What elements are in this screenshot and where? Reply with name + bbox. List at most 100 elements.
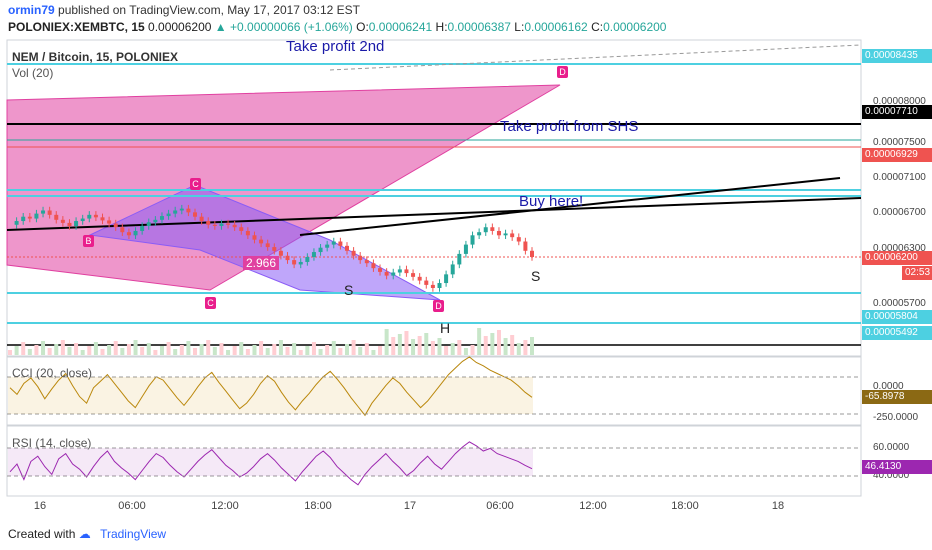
candle-body [503,233,508,236]
volume-bar [159,346,164,355]
candle-body [338,241,343,246]
rsi-tick: 60.0000 [873,442,910,453]
high-value: 0.00006387 [447,20,511,34]
rsi-tick: 40.0000 [873,470,910,481]
volume-bar [510,335,515,355]
last-price: 0.00006200 [148,20,212,34]
volume-bar [120,348,125,355]
candle-body [278,250,283,256]
publish-line: ormin79 published on TradingView.com, Ma… [8,3,360,17]
volume-bar [483,336,488,355]
volume-bar [60,340,65,355]
cci-value-label: -65.8978 [862,390,932,404]
candle-body [41,210,46,214]
footer: Created with ☁ TradingView [8,527,166,541]
volume-bar [530,337,534,355]
volume-bar [444,346,449,355]
volume-bar [364,343,369,355]
x-tick: 06:00 [486,500,514,512]
x-tick: 18:00 [671,500,699,512]
volume-bar [331,341,336,355]
y-tick: 0.00007500 [873,137,926,148]
volume-bar [93,342,98,355]
rsi-panel [6,425,862,497]
volume-bar [226,350,231,355]
candle-body [397,269,402,273]
volume-bar [378,346,383,355]
candle-body [27,216,32,219]
candle-body [516,237,521,242]
candle-body [490,227,495,231]
candle-body [463,244,468,254]
rsi-value-label: 46.4130 [862,460,932,474]
cci-line [9,356,533,417]
price-label: 0.00006929 [862,148,932,162]
candle-body [305,257,310,262]
candle-body [404,269,409,274]
y-tick: 0.00006300 [873,243,926,254]
volume-bar [206,340,211,355]
candle-body [265,243,270,248]
close-label: C: [591,20,604,34]
volume-bar [371,350,376,355]
candle-body [444,274,449,284]
volume-bar [496,330,501,355]
volume-bar [199,344,204,355]
volume-label: Vol (20) [12,66,54,80]
volume-bar [404,331,409,355]
publish-info: published on TradingView.com, May 17, 20… [58,3,360,17]
trend-line-dashed [329,44,862,71]
pattern-point-c1: C [190,178,201,190]
volume-bar [516,343,521,355]
candle-body [239,227,244,231]
volume-bar [113,341,118,355]
candle-body [21,216,26,222]
candle-body [232,224,237,228]
candle-body [325,244,330,248]
candle-body [530,250,534,257]
candle-body [371,263,376,269]
candle-body [166,213,171,217]
price-change: +0.00000066 (+1.06%) [230,20,353,34]
volume-bar [397,334,402,355]
volume-bar [523,340,528,355]
candle-body [54,214,59,220]
candle-body [430,284,435,288]
author-link[interactable]: ormin79 [8,3,55,17]
volume-bar [100,349,105,355]
volume-bar [34,345,39,355]
rsi-title: RSI (14, close) [12,436,92,450]
volume-bar [166,342,171,355]
annotation-buy-here: Buy here! [519,193,584,210]
volume-bar [391,337,396,355]
candle-body [378,268,383,272]
x-tick: 12:00 [211,500,239,512]
countdown-label: 02:53 [902,266,932,280]
ohlc-line: POLONIEX:XEMBTC, 15 0.00006200 ▲ +0.0000… [8,20,666,34]
candle-body [252,235,257,240]
candle-body [344,245,349,251]
x-tick: 16 [33,500,47,512]
candle-body [358,255,363,261]
pattern-point-c2: C [205,297,216,309]
low-label: L: [514,20,525,34]
volume-bar [54,344,59,355]
ratio-label: 2.966 [243,256,280,270]
cci-panel [6,356,862,426]
candle-body [212,224,217,226]
candle-body [126,232,131,236]
candle-body [411,273,416,277]
volume-bar [417,336,422,355]
open-value: 0.00006241 [368,20,433,34]
candle-body [523,241,528,251]
volume-bar [490,333,495,355]
volume-bar [305,346,310,355]
volume-bar [430,341,435,355]
candle-body [60,219,65,223]
volume-bar [298,350,303,355]
volume-bar [424,333,429,355]
volume-bar [437,338,442,355]
tradingview-link[interactable]: TradingView [100,527,167,541]
marker-head: H [440,320,451,336]
